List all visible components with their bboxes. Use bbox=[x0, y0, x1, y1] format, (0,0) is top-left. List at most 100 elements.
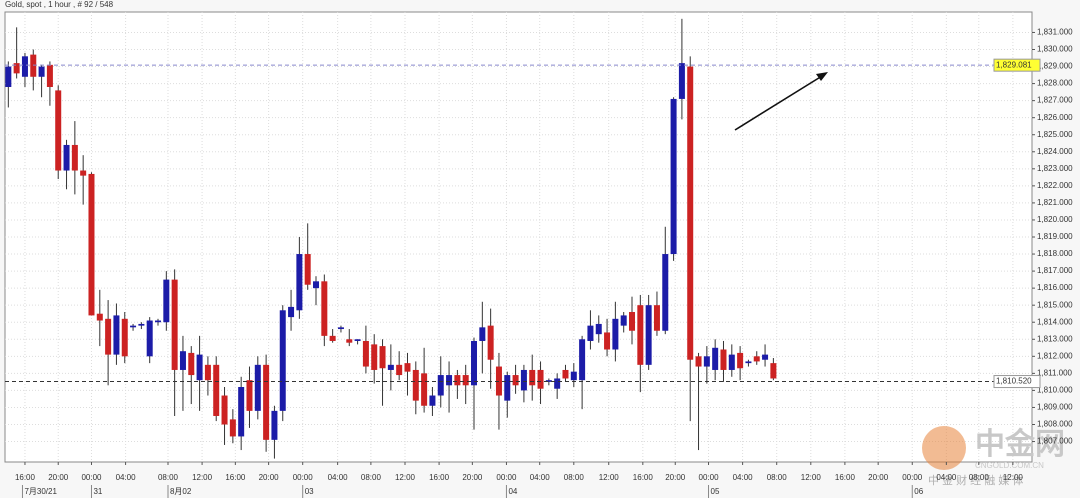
y-tick-label: 1,810.000 bbox=[1037, 386, 1073, 395]
candle-body bbox=[645, 305, 652, 365]
x-tick-label: 04:00 bbox=[530, 473, 551, 482]
candle-body bbox=[213, 364, 220, 416]
y-tick-label: 1,831.000 bbox=[1037, 28, 1073, 37]
candle-body bbox=[80, 170, 87, 176]
candle-body bbox=[263, 364, 270, 440]
x-tick-label: 16:00 bbox=[429, 473, 450, 482]
candle-body bbox=[254, 364, 261, 411]
y-tick-label: 1,825.000 bbox=[1037, 130, 1073, 139]
candle-body bbox=[712, 347, 719, 370]
candle-body bbox=[121, 318, 128, 357]
candle-body bbox=[762, 354, 769, 360]
candle-body bbox=[604, 332, 611, 350]
candle-body bbox=[138, 323, 145, 326]
candle-body bbox=[687, 66, 694, 360]
candle-body bbox=[454, 375, 461, 386]
candle-body bbox=[171, 279, 178, 370]
date-label: 8月02 bbox=[170, 487, 192, 496]
y-tick-label: 1,818.000 bbox=[1037, 249, 1073, 258]
x-tick-label: 08:00 bbox=[767, 473, 788, 482]
x-tick-label: 12:00 bbox=[599, 473, 620, 482]
candle-body bbox=[728, 354, 735, 370]
x-tick-label: 08:00 bbox=[564, 473, 585, 482]
candle-body bbox=[421, 373, 428, 406]
candle-body bbox=[163, 279, 170, 323]
y-tick-label: 1,817.000 bbox=[1037, 266, 1073, 275]
candle-body bbox=[21, 56, 28, 77]
candle-body bbox=[529, 369, 536, 386]
candle-body bbox=[188, 352, 195, 376]
x-tick-label: 04:00 bbox=[328, 473, 349, 482]
candle-body bbox=[462, 375, 469, 386]
candle-body bbox=[204, 364, 211, 381]
y-tick-label: 1,821.000 bbox=[1037, 198, 1073, 207]
candle-body bbox=[446, 375, 453, 386]
watermark-brand: 中金网 bbox=[975, 427, 1065, 461]
candle-body bbox=[229, 419, 236, 437]
x-tick-label: 20:00 bbox=[868, 473, 889, 482]
y-tick-label: 1,811.000 bbox=[1037, 368, 1073, 377]
candle-body bbox=[745, 361, 752, 364]
date-label: 7月30/21 bbox=[24, 487, 57, 496]
candle-body bbox=[520, 369, 527, 391]
y-tick-label: 1,820.000 bbox=[1037, 215, 1073, 224]
candle-body bbox=[96, 313, 103, 321]
candle-body bbox=[479, 327, 486, 341]
x-tick-label: 12:00 bbox=[1003, 473, 1024, 482]
candle-body bbox=[130, 325, 137, 328]
candle-body bbox=[404, 363, 411, 372]
candle-body bbox=[537, 369, 544, 389]
candle-body bbox=[612, 318, 619, 350]
candle-body bbox=[670, 98, 677, 255]
candle-body bbox=[637, 305, 644, 365]
date-label: 04 bbox=[508, 487, 517, 496]
candle-body bbox=[279, 310, 286, 411]
candle-body bbox=[71, 144, 78, 171]
candle-body bbox=[5, 66, 12, 87]
candle-body bbox=[504, 375, 511, 401]
x-tick-label: 00:00 bbox=[699, 473, 720, 482]
x-tick-label: 20:00 bbox=[259, 473, 280, 482]
y-tick-label: 1,812.000 bbox=[1037, 351, 1073, 360]
y-tick-label: 1,824.000 bbox=[1037, 147, 1073, 156]
reference-label: 1,810.520 bbox=[996, 377, 1032, 386]
candle-body bbox=[495, 366, 502, 396]
x-tick-label: 08:00 bbox=[969, 473, 990, 482]
candle-body bbox=[337, 327, 344, 330]
candle-body bbox=[321, 281, 328, 336]
x-tick-label: 00:00 bbox=[293, 473, 314, 482]
watermark-slogan: 中 金 财 经 融 媒 体 bbox=[928, 473, 1023, 487]
candle-body bbox=[346, 339, 353, 343]
x-tick-label: 12:00 bbox=[395, 473, 416, 482]
y-tick-label: 1,816.000 bbox=[1037, 283, 1073, 292]
reference-label-box bbox=[993, 58, 1041, 72]
x-tick-label: 08:00 bbox=[361, 473, 382, 482]
date-label: 31 bbox=[93, 487, 102, 496]
candle-body bbox=[620, 315, 627, 326]
y-tick-label: 1,827.000 bbox=[1037, 96, 1073, 105]
candle-body bbox=[379, 346, 386, 369]
candle-body bbox=[38, 66, 45, 77]
candle-body bbox=[46, 64, 53, 87]
y-tick-label: 1,819.000 bbox=[1037, 232, 1073, 241]
candle-body bbox=[770, 363, 777, 379]
candle-body bbox=[737, 352, 744, 369]
arrow bbox=[734, 75, 823, 131]
candle-body bbox=[412, 369, 419, 401]
candle-body bbox=[288, 306, 295, 318]
candle-body bbox=[221, 395, 228, 425]
candle-body bbox=[429, 395, 436, 406]
candle-body bbox=[105, 318, 112, 355]
x-tick-label: 16:00 bbox=[15, 473, 36, 482]
candle-body bbox=[703, 356, 710, 367]
candle-body bbox=[753, 356, 760, 362]
watermark-logo bbox=[922, 426, 966, 470]
candle-body bbox=[354, 339, 361, 341]
candle-body bbox=[396, 364, 403, 376]
candle-body bbox=[13, 63, 20, 74]
x-tick-label: 08:00 bbox=[158, 473, 179, 482]
candle-body bbox=[296, 254, 303, 311]
candle-body bbox=[329, 335, 336, 341]
chart-title: Gold, spot , 1 hour , # 92 / 548 bbox=[5, 0, 114, 9]
y-tick-label: 1,809.000 bbox=[1037, 403, 1073, 412]
